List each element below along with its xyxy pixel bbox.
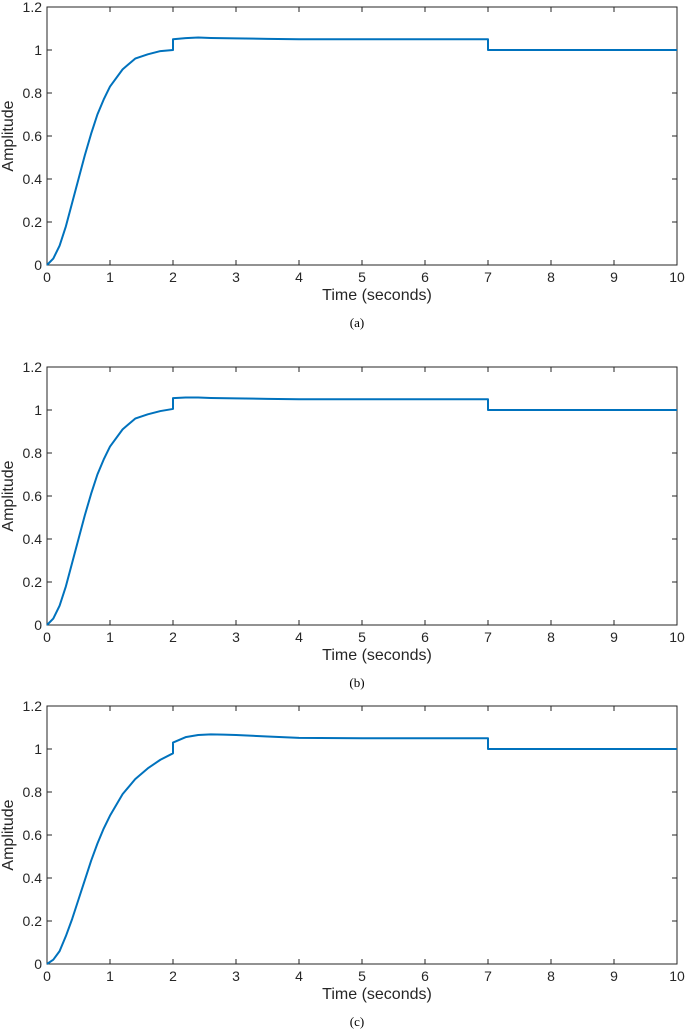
x-tick-label: 7 [484, 968, 492, 984]
axes-box [46, 366, 678, 626]
y-tick-label: 1.2 [23, 359, 43, 375]
x-tick-label: 8 [547, 269, 555, 285]
y-tick-label: 1 [34, 402, 42, 418]
x-tick-label: 4 [295, 629, 303, 645]
y-tick-label: 0.8 [23, 784, 43, 800]
panel-caption: (a) [350, 315, 364, 330]
x-axis-label: Time (seconds) [322, 647, 432, 664]
x-tick-label: 5 [358, 968, 366, 984]
x-tick-label: 4 [295, 269, 303, 285]
y-axis-label: Amplitude [0, 100, 17, 171]
x-tick-label: 4 [295, 968, 303, 984]
y-tick-label: 1 [34, 42, 42, 58]
series-line-1 [46, 733, 677, 965]
y-tick-label: 0.6 [23, 128, 43, 144]
x-tick-label: 3 [232, 269, 240, 285]
series-line-1 [46, 396, 677, 626]
panel-caption: (b) [349, 675, 364, 690]
chart-panel-3: 0 1 2 3 4 5 6 7 8 9 10 0 0.2 0.4 0.6 0.8 1 1.2 Time (secon… [0, 698, 685, 1029]
y-tick-label: 1.2 [23, 698, 43, 714]
x-tick-label: 7 [484, 269, 492, 285]
x-tick-label: 7 [484, 629, 492, 645]
x-tick-label: 2 [169, 269, 177, 285]
x-tick-label: 9 [610, 269, 618, 285]
series-line-1 [46, 36, 677, 266]
x-tick-label: 6 [421, 968, 429, 984]
x-tick-label: 6 [421, 629, 429, 645]
x-tick-label: 0 [43, 629, 51, 645]
x-tick-label: 10 [669, 968, 685, 984]
y-tick-label: 0.6 [23, 488, 43, 504]
x-tick-label: 3 [232, 968, 240, 984]
y-tick-label: 0.4 [23, 870, 43, 886]
y-tick-label: 0.8 [23, 85, 43, 101]
y-tick-label: 0.2 [23, 574, 43, 590]
x-tick-label: 0 [43, 269, 51, 285]
y-axis-label: Amplitude [0, 460, 17, 531]
x-tick-label: 1 [106, 269, 114, 285]
chart-panel-1: 0 1 2 3 4 5 6 7 8 9 10 0 0.2 0.4 0.6 0.8 1 1.2 Time (secon… [0, 0, 685, 330]
y-tick-label: 0 [34, 956, 42, 972]
x-tick-label: 5 [358, 629, 366, 645]
chart-panel-2: 0 1 2 3 4 5 6 7 8 9 10 0 0.2 0.4 0.6 0.8 1 1.2 Time (secon… [0, 359, 685, 690]
x-tick-label: 6 [421, 269, 429, 285]
axes-box [46, 6, 678, 266]
x-tick-label: 3 [232, 629, 240, 645]
y-tick-label: 0 [34, 257, 42, 273]
y-tick-label: 1 [34, 741, 42, 757]
axes-box [46, 705, 678, 965]
x-tick-label: 9 [610, 968, 618, 984]
y-tick-label: 0.2 [23, 214, 43, 230]
x-tick-label: 8 [547, 629, 555, 645]
y-tick-label: 0.8 [23, 445, 43, 461]
y-axis-label: Amplitude [0, 799, 17, 870]
x-tick-label: 0 [43, 968, 51, 984]
x-tick-label: 2 [169, 968, 177, 984]
x-axis-label: Time (seconds) [322, 986, 432, 1003]
x-tick-label: 9 [610, 629, 618, 645]
y-tick-label: 0.4 [23, 531, 43, 547]
panel-caption: (c) [350, 1014, 364, 1029]
x-axis-label: Time (seconds) [322, 287, 432, 304]
y-tick-label: 1.2 [23, 0, 43, 15]
x-tick-label: 10 [669, 629, 685, 645]
y-tick-label: 0.6 [23, 827, 43, 843]
x-tick-label: 2 [169, 629, 177, 645]
x-tick-label: 1 [106, 629, 114, 645]
x-tick-label: 5 [358, 269, 366, 285]
x-tick-label: 8 [547, 968, 555, 984]
y-tick-label: 0.4 [23, 171, 43, 187]
x-tick-label: 1 [106, 968, 114, 984]
y-tick-label: 0 [34, 617, 42, 633]
x-tick-label: 10 [669, 269, 685, 285]
y-tick-label: 0.2 [23, 913, 43, 929]
